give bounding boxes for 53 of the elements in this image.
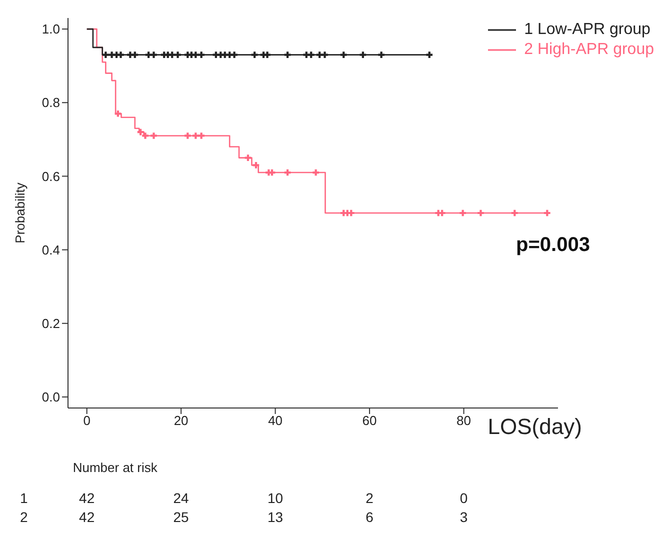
- point: [198, 132, 204, 139]
- point: [150, 52, 157, 58]
- point: [252, 162, 260, 168]
- point: [312, 169, 319, 176]
- point: [184, 132, 191, 139]
- text: 2 42 25 13 6 3: [20, 509, 468, 525]
- point: [264, 52, 270, 58]
- y-axis-title: Probability: [12, 182, 28, 244]
- point: [512, 210, 518, 216]
- legend-label: 1 Low-APR group: [524, 21, 650, 39]
- text: Number at risk: [72, 460, 158, 475]
- y-tick-label: 0.2: [42, 316, 60, 331]
- point: [268, 169, 276, 176]
- point: [142, 132, 148, 139]
- point: [544, 210, 550, 216]
- point: [460, 210, 466, 216]
- point: [192, 132, 199, 139]
- point: [174, 52, 181, 58]
- point: [150, 132, 157, 139]
- annotation: p=0.003: [516, 234, 590, 257]
- text: 1 42 24 10 2 0: [20, 490, 468, 506]
- point: [426, 52, 433, 58]
- x-tick-label: 80: [456, 413, 472, 428]
- point: [284, 52, 291, 58]
- point: [102, 52, 109, 58]
- point: [132, 52, 138, 58]
- point: [137, 128, 144, 136]
- point: [360, 52, 366, 58]
- point: [231, 52, 238, 58]
- y-tick-label: 0.6: [42, 168, 60, 184]
- point: [198, 52, 204, 58]
- point: [114, 110, 122, 117]
- y-tick-label: 1.0: [42, 22, 60, 37]
- point: [308, 52, 314, 58]
- point: [244, 154, 252, 161]
- point: [192, 52, 199, 58]
- point: [478, 210, 484, 216]
- y-tick-label: 0.0: [42, 390, 60, 405]
- y-tick-label: 0.8: [42, 95, 60, 110]
- legend-label: 2 High-APR group: [524, 41, 654, 59]
- x-tick-label: 60: [362, 413, 377, 428]
- point: [168, 52, 176, 58]
- x-tick-label: 0: [83, 413, 90, 428]
- point: [118, 52, 124, 58]
- point: [378, 52, 384, 58]
- x-axis-title: LOS(day): [488, 414, 582, 440]
- y-tick-label: 0.4: [42, 242, 60, 258]
- point: [322, 52, 328, 58]
- point: [340, 52, 347, 58]
- x-tick-label: 20: [174, 413, 188, 428]
- point: [284, 169, 291, 176]
- x-tick-label: 40: [268, 413, 283, 428]
- point: [251, 52, 258, 58]
